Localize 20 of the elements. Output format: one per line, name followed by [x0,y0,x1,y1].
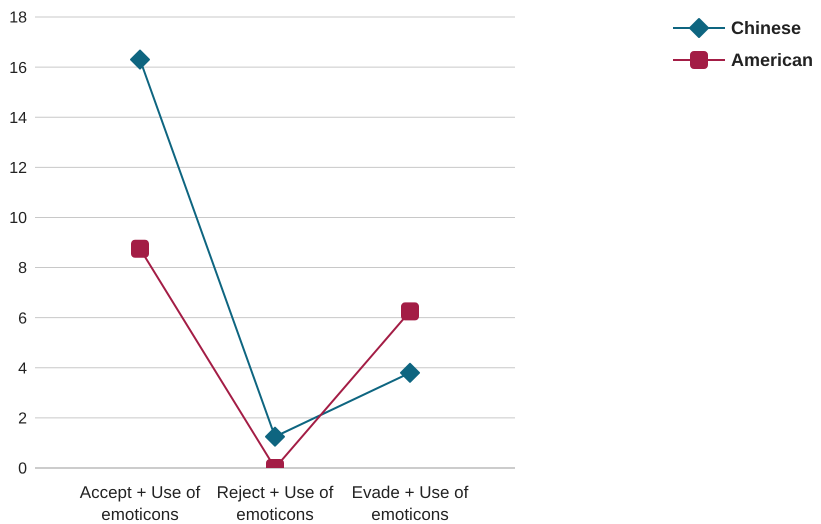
y-tick-label: 4 [18,360,28,378]
y-tick-label: 8 [18,260,28,278]
x-tick-label: Reject + Use of emoticons [216,483,334,524]
x-tick-label: Accept + Use of emoticons [80,483,201,524]
y-tick-label: 0 [18,460,28,478]
point [130,50,150,70]
point [265,426,285,447]
y-tick-label: 6 [18,310,28,328]
point [400,362,420,383]
y-tick-label: 16 [9,60,28,77]
y-tick-label: 18 [9,10,28,27]
point [131,240,149,258]
legend-label: Chinese [731,18,802,38]
y-tick-label: 14 [9,110,28,127]
y-tick-label: 10 [9,210,28,228]
y-tick-label: 2 [18,410,28,428]
point [401,302,419,320]
legend-label: American [731,50,814,70]
x-tick-label: Evade + Use of emoticons [352,483,469,524]
y-tick-label: 12 [9,160,28,178]
